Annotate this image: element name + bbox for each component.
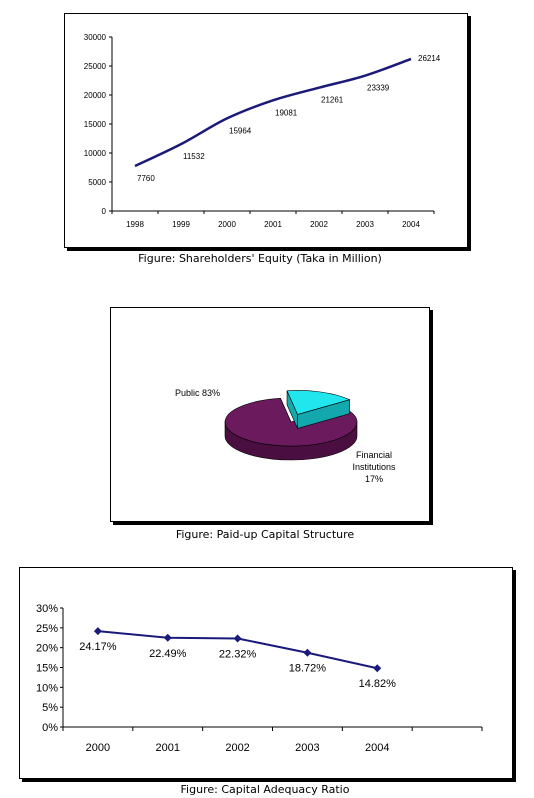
pie-label-financial: Financial (356, 450, 392, 460)
pie-label-financial: 17% (365, 474, 383, 484)
capital-chart-frame: Public 83% Financial Institutions 17% (110, 307, 430, 522)
data-label: 24.17% (79, 641, 117, 653)
adequacy-chart-frame: 0% 5% 10% 15% 20% 25% 30% 2000 2001 2002 2003 2004 2… (19, 567, 513, 779)
data-point-marker (163, 633, 172, 642)
y-tick-label: 25% (36, 623, 58, 635)
capital-pie-chart: Public 83% Financial Institutions 17% (175, 388, 396, 484)
x-tick-label: 2001 (264, 220, 282, 229)
data-label: 14.82% (359, 678, 397, 690)
capital-caption: Figure: Paid-up Capital Structure (175, 528, 355, 541)
y-tick-label: 5000 (88, 178, 106, 187)
data-point-marker (233, 634, 242, 643)
x-tick-label: 2001 (156, 742, 180, 754)
y-tick-label: 0% (42, 722, 58, 734)
data-label: 18.72% (289, 663, 327, 675)
pie-slice (286, 390, 351, 415)
x-tick-label: 2004 (365, 742, 389, 754)
data-label: 26214 (418, 54, 441, 63)
data-label: 22.32% (219, 648, 257, 660)
y-tick-label: 15000 (84, 120, 107, 129)
y-tick-label: 0 (102, 207, 107, 216)
data-point-marker (373, 664, 382, 673)
y-tick-label: 10% (36, 682, 58, 694)
x-tick-label: 1998 (126, 220, 144, 229)
y-tick-label: 20000 (84, 91, 107, 100)
y-tick-label: 15% (36, 663, 58, 675)
x-tick-label: 1999 (172, 220, 190, 229)
data-point-marker (93, 627, 102, 636)
pie-slice (224, 397, 358, 447)
equity-chart-frame: 0 5000 10000 15000 20000 25000 30000 1998 1999 20… (64, 13, 468, 248)
y-tick-label: 20% (36, 643, 58, 655)
y-tick-label: 30% (36, 603, 58, 615)
x-tick-label: 2003 (295, 742, 319, 754)
pie-label-financial: Institutions (352, 462, 396, 472)
equity-caption: Figure: Shareholders' Equity (Taka in Mi… (138, 252, 382, 265)
x-tick-label: 2002 (225, 742, 249, 754)
data-label: 19081 (275, 108, 298, 117)
data-label: 22.49% (149, 648, 187, 660)
adequacy-line-chart: 0% 5% 10% 15% 20% 25% 30% 2000 2001 2002 2003 2004 2… (36, 603, 483, 754)
data-point-marker (303, 648, 312, 657)
x-tick-label: 2000 (218, 220, 236, 229)
data-label: 15964 (229, 126, 252, 135)
equity-line-chart: 0 5000 10000 15000 20000 25000 30000 1998 1999 20… (84, 33, 441, 229)
data-label: 11532 (183, 152, 205, 161)
y-tick-label: 30000 (84, 33, 107, 42)
adequacy-caption: Figure: Capital Adequacy Ratio (180, 783, 350, 796)
data-label: 7760 (137, 174, 155, 183)
x-tick-label: 2000 (86, 742, 110, 754)
y-tick-label: 5% (42, 702, 58, 714)
y-tick-label: 25000 (84, 62, 107, 71)
data-label: 23339 (367, 84, 390, 93)
y-tick-label: 10000 (84, 149, 107, 158)
equity-series-line (134, 57, 412, 168)
x-tick-label: 2002 (310, 220, 328, 229)
pie-label-public: Public 83% (175, 388, 220, 398)
data-label: 21261 (321, 96, 344, 105)
x-tick-label: 2003 (356, 220, 374, 229)
x-tick-label: 2004 (402, 220, 420, 229)
